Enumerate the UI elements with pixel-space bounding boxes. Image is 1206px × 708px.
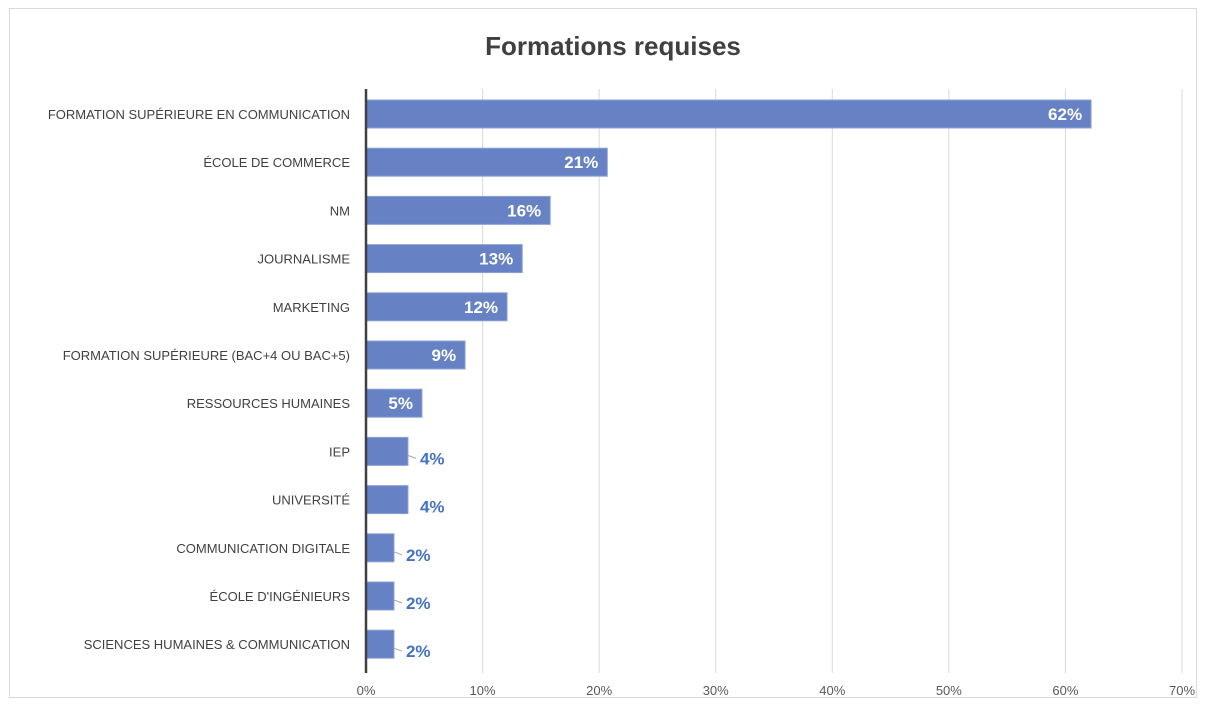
- data-label: 12%: [464, 298, 498, 317]
- data-labels: 62% 21% 16% 13% 12% 9% 5% 4% 4% 2% 2% 2%: [388, 105, 1082, 661]
- bar: [365, 436, 409, 466]
- data-label: 4%: [420, 449, 445, 468]
- x-tick-label: 50%: [936, 683, 962, 698]
- category-label: ÉCOLE D'INGÉNIEURS: [210, 589, 351, 604]
- data-label: 2%: [406, 642, 431, 661]
- bar: [365, 244, 523, 274]
- x-tick-label: 40%: [819, 683, 845, 698]
- x-axis-ticks: 0% 10% 20% 30% 40% 50% 60% 70%: [357, 683, 1196, 698]
- chart-area: Formations requises FORMATION SUPÉRIEURE…: [9, 8, 1197, 698]
- category-label: FORMATION SUPÉRIEURE (BAC+4 OU BAC+5): [63, 348, 350, 363]
- data-label: 2%: [406, 594, 431, 613]
- x-tick-label: 0%: [357, 683, 376, 698]
- chart-title: Formations requises: [485, 31, 741, 61]
- leader-line: [407, 454, 417, 459]
- bar-chart: Formations requises FORMATION SUPÉRIEURE…: [48, 31, 1196, 698]
- x-tick-label: 30%: [703, 683, 729, 698]
- category-label: UNIVERSITÉ: [272, 493, 350, 508]
- x-tick-label: 10%: [470, 683, 496, 698]
- category-label: SCIENCES HUMAINES & COMMUNICATION: [84, 637, 350, 652]
- category-labels: FORMATION SUPÉRIEURE EN COMMUNICATION ÉCO…: [48, 107, 350, 652]
- category-label: MARKETING: [273, 300, 350, 315]
- bar: [365, 195, 551, 225]
- leader-line: [393, 599, 403, 604]
- bar: [365, 485, 409, 515]
- data-label: 21%: [564, 153, 598, 172]
- bar: [365, 99, 1092, 129]
- category-label: IEP: [329, 444, 350, 459]
- data-label: 9%: [432, 346, 457, 365]
- data-label: 62%: [1048, 105, 1082, 124]
- data-label: 4%: [420, 498, 445, 517]
- bar: [365, 533, 395, 563]
- x-tick-label: 70%: [1169, 683, 1195, 698]
- data-label: 2%: [406, 546, 431, 565]
- x-tick-label: 60%: [1052, 683, 1078, 698]
- bars: [365, 99, 1092, 659]
- category-label: NM: [330, 203, 350, 218]
- data-label: 13%: [479, 250, 513, 269]
- data-label: 16%: [507, 201, 541, 220]
- category-label: ÉCOLE DE COMMERCE: [203, 155, 350, 170]
- category-label: JOURNALISME: [258, 252, 351, 267]
- gridlines: [482, 89, 1183, 673]
- bar: [365, 340, 466, 370]
- data-label: 5%: [388, 394, 413, 413]
- bar: [365, 581, 395, 611]
- category-label: RESSOURCES HUMAINES: [187, 396, 351, 411]
- category-label: FORMATION SUPÉRIEURE EN COMMUNICATION: [48, 107, 350, 122]
- bar: [365, 388, 423, 418]
- leader-line: [393, 551, 403, 556]
- leader-line: [393, 647, 403, 652]
- x-tick-label: 20%: [586, 683, 612, 698]
- bar: [365, 629, 395, 659]
- category-label: COMMUNICATION DIGITALE: [176, 541, 350, 556]
